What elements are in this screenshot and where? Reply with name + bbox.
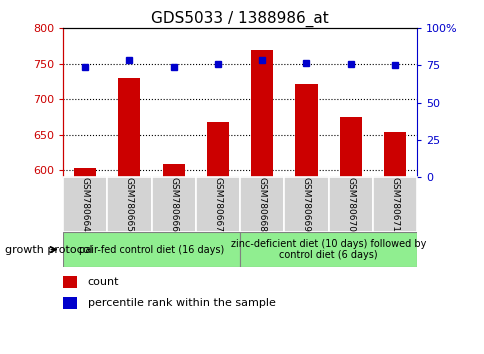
- Bar: [339, 117, 361, 177]
- Text: count: count: [88, 277, 119, 287]
- Bar: [295, 84, 317, 177]
- Bar: [328, 177, 372, 232]
- Bar: [207, 122, 228, 177]
- Bar: [240, 232, 416, 267]
- Bar: [63, 232, 240, 267]
- Text: GSM780666: GSM780666: [169, 177, 178, 232]
- Bar: [383, 132, 405, 177]
- Bar: [151, 177, 196, 232]
- Text: zinc-deficient diet (10 days) followed by
control diet (6 days): zinc-deficient diet (10 days) followed b…: [230, 239, 425, 261]
- Text: GSM780671: GSM780671: [390, 177, 399, 232]
- Bar: [74, 168, 96, 177]
- Bar: [63, 297, 77, 309]
- Text: GSM780665: GSM780665: [125, 177, 134, 232]
- Text: GSM780664: GSM780664: [80, 177, 90, 232]
- Bar: [107, 177, 151, 232]
- Bar: [63, 177, 107, 232]
- Bar: [372, 177, 416, 232]
- Text: growth protocol: growth protocol: [5, 245, 92, 255]
- Text: GSM780667: GSM780667: [213, 177, 222, 232]
- Bar: [162, 164, 184, 177]
- Text: GSM780669: GSM780669: [302, 177, 310, 232]
- Text: percentile rank within the sample: percentile rank within the sample: [88, 298, 275, 308]
- Bar: [284, 177, 328, 232]
- Bar: [63, 276, 77, 288]
- Bar: [118, 78, 140, 177]
- Bar: [240, 177, 284, 232]
- Bar: [251, 50, 272, 177]
- Title: GDS5033 / 1388986_at: GDS5033 / 1388986_at: [151, 11, 328, 27]
- Text: GSM780668: GSM780668: [257, 177, 266, 232]
- Bar: [196, 177, 240, 232]
- Text: pair-fed control diet (16 days): pair-fed control diet (16 days): [79, 245, 224, 255]
- Text: GSM780670: GSM780670: [346, 177, 354, 232]
